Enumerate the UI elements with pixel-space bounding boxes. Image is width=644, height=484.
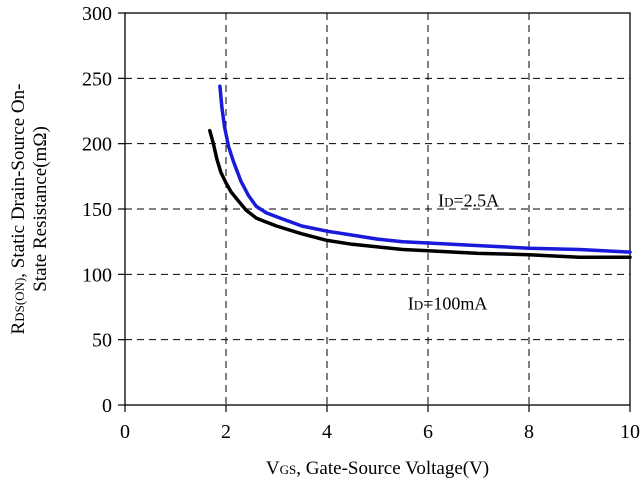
y-tick-label: 200 bbox=[82, 134, 112, 156]
y-tick-label: 100 bbox=[82, 264, 112, 286]
annotation-main: I bbox=[438, 190, 444, 210]
series-group bbox=[208, 84, 632, 260]
y-axis-title: RDS(ON), Static Drain-Source On- State R… bbox=[8, 84, 51, 335]
x-tick-label: 6 bbox=[423, 421, 433, 443]
y-axis: 0 50 100 150 200 250 300 bbox=[82, 3, 125, 417]
y-tick-label: 0 bbox=[102, 395, 112, 417]
series-line-1 bbox=[208, 128, 632, 260]
x-tick-label: 10 bbox=[620, 421, 640, 443]
y-axis-title-sub: DS(ON) bbox=[12, 278, 27, 322]
y-axis-title-line2: State Resistance(mΩ) bbox=[30, 126, 51, 292]
y-tick-label: 150 bbox=[82, 199, 112, 221]
x-axis-title-rest: , Gate-Source Voltage(V) bbox=[296, 458, 489, 479]
annotation-rest: =100mA bbox=[423, 294, 487, 314]
y-axis-title-main: R bbox=[8, 321, 29, 334]
x-tick-label: 0 bbox=[120, 421, 130, 443]
x-axis-title-sub: GS bbox=[280, 462, 297, 477]
annotation-rest: =2.5A bbox=[453, 190, 499, 210]
y-axis-title-rest: , Static Drain-Source On- bbox=[8, 84, 29, 278]
y-axis-title-line1: RDS(ON), Static Drain-Source On- bbox=[8, 84, 29, 335]
x-tick-label: 2 bbox=[221, 421, 231, 443]
series-line-0 bbox=[218, 84, 632, 254]
x-axis-title-main: V bbox=[266, 458, 280, 479]
annotation-sub: D bbox=[444, 194, 453, 209]
annotation-sub: D bbox=[414, 298, 423, 313]
x-axis-title: VGS, Gate-Source Voltage(V) bbox=[266, 458, 489, 479]
annotation-main: I bbox=[408, 294, 414, 314]
grid bbox=[125, 13, 630, 405]
x-axis: 0 2 4 6 8 10 bbox=[120, 405, 640, 443]
annotation-label: ID=2.5A bbox=[438, 190, 499, 210]
y-tick-label: 300 bbox=[82, 3, 112, 25]
x-tick-label: 8 bbox=[524, 421, 534, 443]
y-tick-label: 250 bbox=[82, 68, 112, 90]
y-tick-label: 50 bbox=[92, 330, 112, 352]
annotation-label: ID=100mA bbox=[408, 294, 488, 314]
x-tick-label: 4 bbox=[322, 421, 332, 443]
